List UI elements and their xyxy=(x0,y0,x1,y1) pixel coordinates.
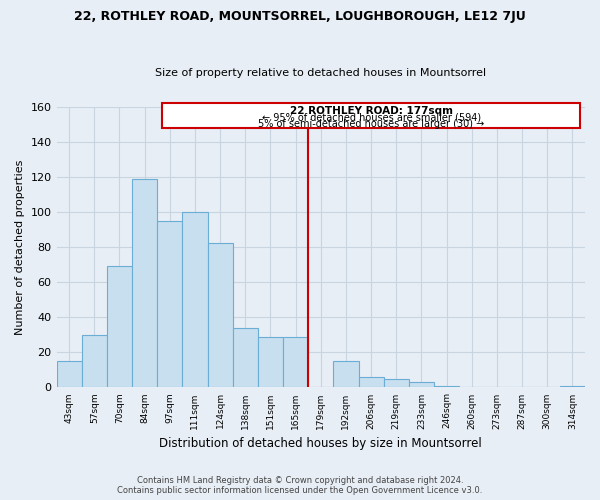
Bar xyxy=(560,386,585,388)
Bar xyxy=(233,328,258,388)
Text: ← 95% of detached houses are smaller (594): ← 95% of detached houses are smaller (59… xyxy=(262,112,481,122)
Bar xyxy=(56,361,82,388)
Bar xyxy=(182,212,208,388)
Text: 22, ROTHLEY ROAD, MOUNTSORREL, LOUGHBOROUGH, LE12 7JU: 22, ROTHLEY ROAD, MOUNTSORREL, LOUGHBORO… xyxy=(74,10,526,23)
Bar xyxy=(157,220,182,388)
FancyBboxPatch shape xyxy=(162,103,580,128)
X-axis label: Distribution of detached houses by size in Mountsorrel: Distribution of detached houses by size … xyxy=(160,437,482,450)
Bar xyxy=(132,178,157,388)
Text: 22 ROTHLEY ROAD: 177sqm: 22 ROTHLEY ROAD: 177sqm xyxy=(290,106,452,116)
Bar xyxy=(107,266,132,388)
Bar xyxy=(359,377,383,388)
Bar xyxy=(383,378,409,388)
Title: Size of property relative to detached houses in Mountsorrel: Size of property relative to detached ho… xyxy=(155,68,487,78)
Bar xyxy=(334,361,359,388)
Bar xyxy=(258,336,283,388)
Bar xyxy=(434,386,459,388)
Y-axis label: Number of detached properties: Number of detached properties xyxy=(15,160,25,334)
Bar xyxy=(283,336,308,388)
Bar xyxy=(409,382,434,388)
Bar xyxy=(82,335,107,388)
Text: 5% of semi-detached houses are larger (30) →: 5% of semi-detached houses are larger (3… xyxy=(258,119,484,129)
Text: Contains HM Land Registry data © Crown copyright and database right 2024.
Contai: Contains HM Land Registry data © Crown c… xyxy=(118,476,482,495)
Bar xyxy=(208,244,233,388)
